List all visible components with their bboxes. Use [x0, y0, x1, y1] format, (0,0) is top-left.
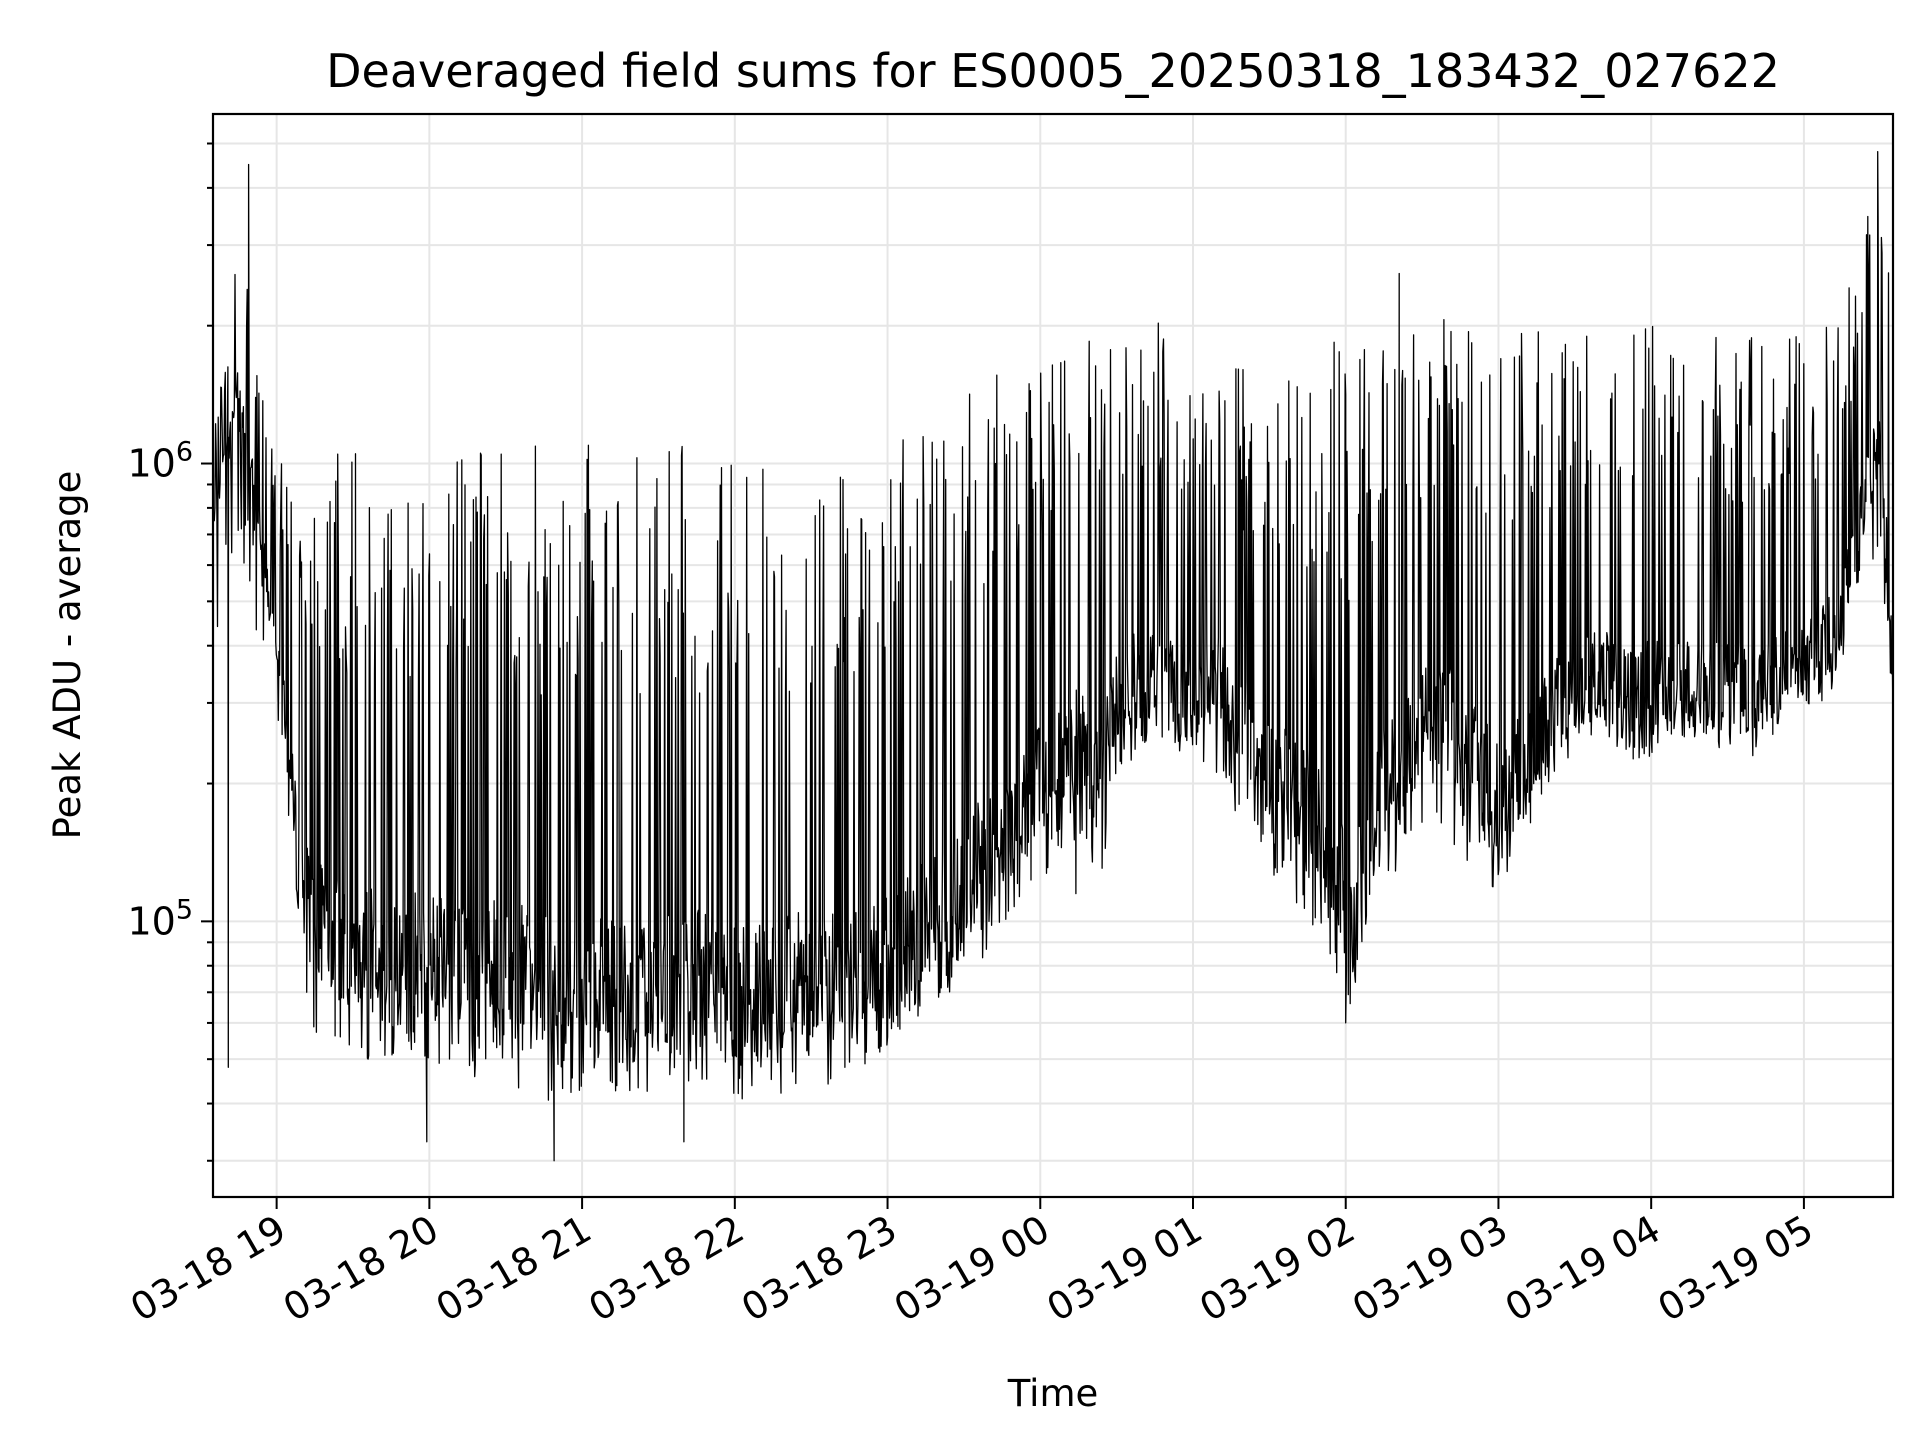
- y-axis: 105 106: [127, 142, 213, 1162]
- chart-title: Deaveraged field sums for ES0005_2025031…: [326, 44, 1780, 98]
- x-axis-title: Time: [1007, 1372, 1099, 1415]
- series-path: [212, 150, 1894, 1162]
- y-tick-label: 105: [127, 894, 193, 943]
- y-tick-label: 106: [127, 437, 193, 486]
- series-line: [212, 150, 1894, 1162]
- plot-frame: [211, 112, 1895, 1199]
- y-axis-title: Peak ADU - average: [46, 471, 89, 840]
